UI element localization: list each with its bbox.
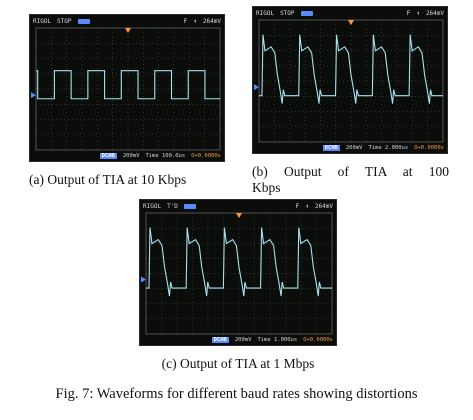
coupling-label: F xyxy=(295,202,300,210)
time-offset: O+0.0000s xyxy=(414,144,444,151)
volts-per-div: 200mV xyxy=(345,144,363,151)
oscilloscope-screen-b: RIGOL STOP F ↑ 264mV DCHB 200mV Time 2.0… xyxy=(252,6,448,154)
scope-status-bar: RIGOL T'D F ↑ 264mV xyxy=(140,200,336,212)
waveform-trace xyxy=(259,34,443,104)
trigger-level: 264mV xyxy=(314,202,333,210)
run-mode: STOP xyxy=(57,17,72,25)
timebase: Time 2.000us xyxy=(368,144,409,151)
oscilloscope-screen-a: RIGOL STOP F ↑ 264mV DCHB 200mV Time 100… xyxy=(29,14,225,162)
waveform-plot-a xyxy=(31,27,221,151)
graticule xyxy=(35,27,221,151)
graticule xyxy=(258,19,444,143)
trigger-level: 264mV xyxy=(202,17,221,25)
graticule xyxy=(145,212,333,335)
caption-b-line2: Kbps xyxy=(252,180,281,195)
volts-per-div: 200mV xyxy=(234,336,252,343)
channel-ground-icon xyxy=(31,92,36,99)
channel-label: DCHB xyxy=(322,144,340,151)
coupling-label: F xyxy=(406,9,411,17)
volts-per-div: 200mV xyxy=(122,152,140,159)
trigger-level: 264mV xyxy=(425,9,444,17)
brand-label: RIGOL xyxy=(143,202,162,210)
channel-ground-icon xyxy=(141,276,146,283)
oscilloscope-screen-c: RIGOL T'D F ↑ 264mV DCHB 200mV Time 1.00… xyxy=(139,199,337,346)
scope-status-bar: RIGOL STOP F ↑ 264mV xyxy=(253,7,447,19)
time-offset: O+0.0000s xyxy=(191,152,221,159)
coupling-label: F xyxy=(183,17,188,25)
figure-caption: Fig. 7: Waveforms for different baud rat… xyxy=(55,386,418,402)
waveform-plot-c xyxy=(141,212,333,335)
scope-readout: DCHB 200mV Time 1.000us O+0.0000s xyxy=(140,334,336,345)
channel-label: DCHB xyxy=(211,336,229,343)
memory-bar-icon xyxy=(300,10,313,16)
timebase: Time 100.0us xyxy=(145,152,186,159)
scope-status-bar: RIGOL STOP F ↑ 264mV xyxy=(30,15,224,27)
scope-readout: DCHB 200mV Time 2.000us O+0.0000s xyxy=(253,142,447,153)
timebase: Time 1.000us xyxy=(257,336,298,343)
waveform-trace xyxy=(146,227,332,297)
caption-a: (a) Output of TIA at 10 Kbps xyxy=(29,172,187,187)
brand-label: RIGOL xyxy=(256,9,275,17)
caption-c: (c) Output of TIA at 1 Mbps xyxy=(161,356,315,371)
rising-edge-icon: ↑ xyxy=(305,202,309,210)
rising-edge-icon: ↑ xyxy=(416,9,420,17)
channel-ground-icon xyxy=(254,84,259,91)
rising-edge-icon: ↑ xyxy=(193,17,197,25)
memory-bar-icon xyxy=(77,18,90,24)
memory-bar-icon xyxy=(183,203,196,209)
caption-b-line1: (b) Output of TIA at 100 xyxy=(252,164,449,179)
channel-label: DCHB xyxy=(99,152,117,159)
scope-readout: DCHB 200mV Time 100.0us O+0.0000s xyxy=(30,150,224,161)
waveform-trace xyxy=(36,70,220,100)
run-mode: STOP xyxy=(280,9,295,17)
brand-label: RIGOL xyxy=(33,17,52,25)
time-offset: O+0.0000s xyxy=(303,336,333,343)
run-mode: T'D xyxy=(167,202,178,210)
waveform-plot-b xyxy=(254,19,444,143)
trigger-position-icon xyxy=(125,28,131,33)
trigger-position-icon xyxy=(348,20,354,25)
trigger-position-icon xyxy=(236,213,242,218)
